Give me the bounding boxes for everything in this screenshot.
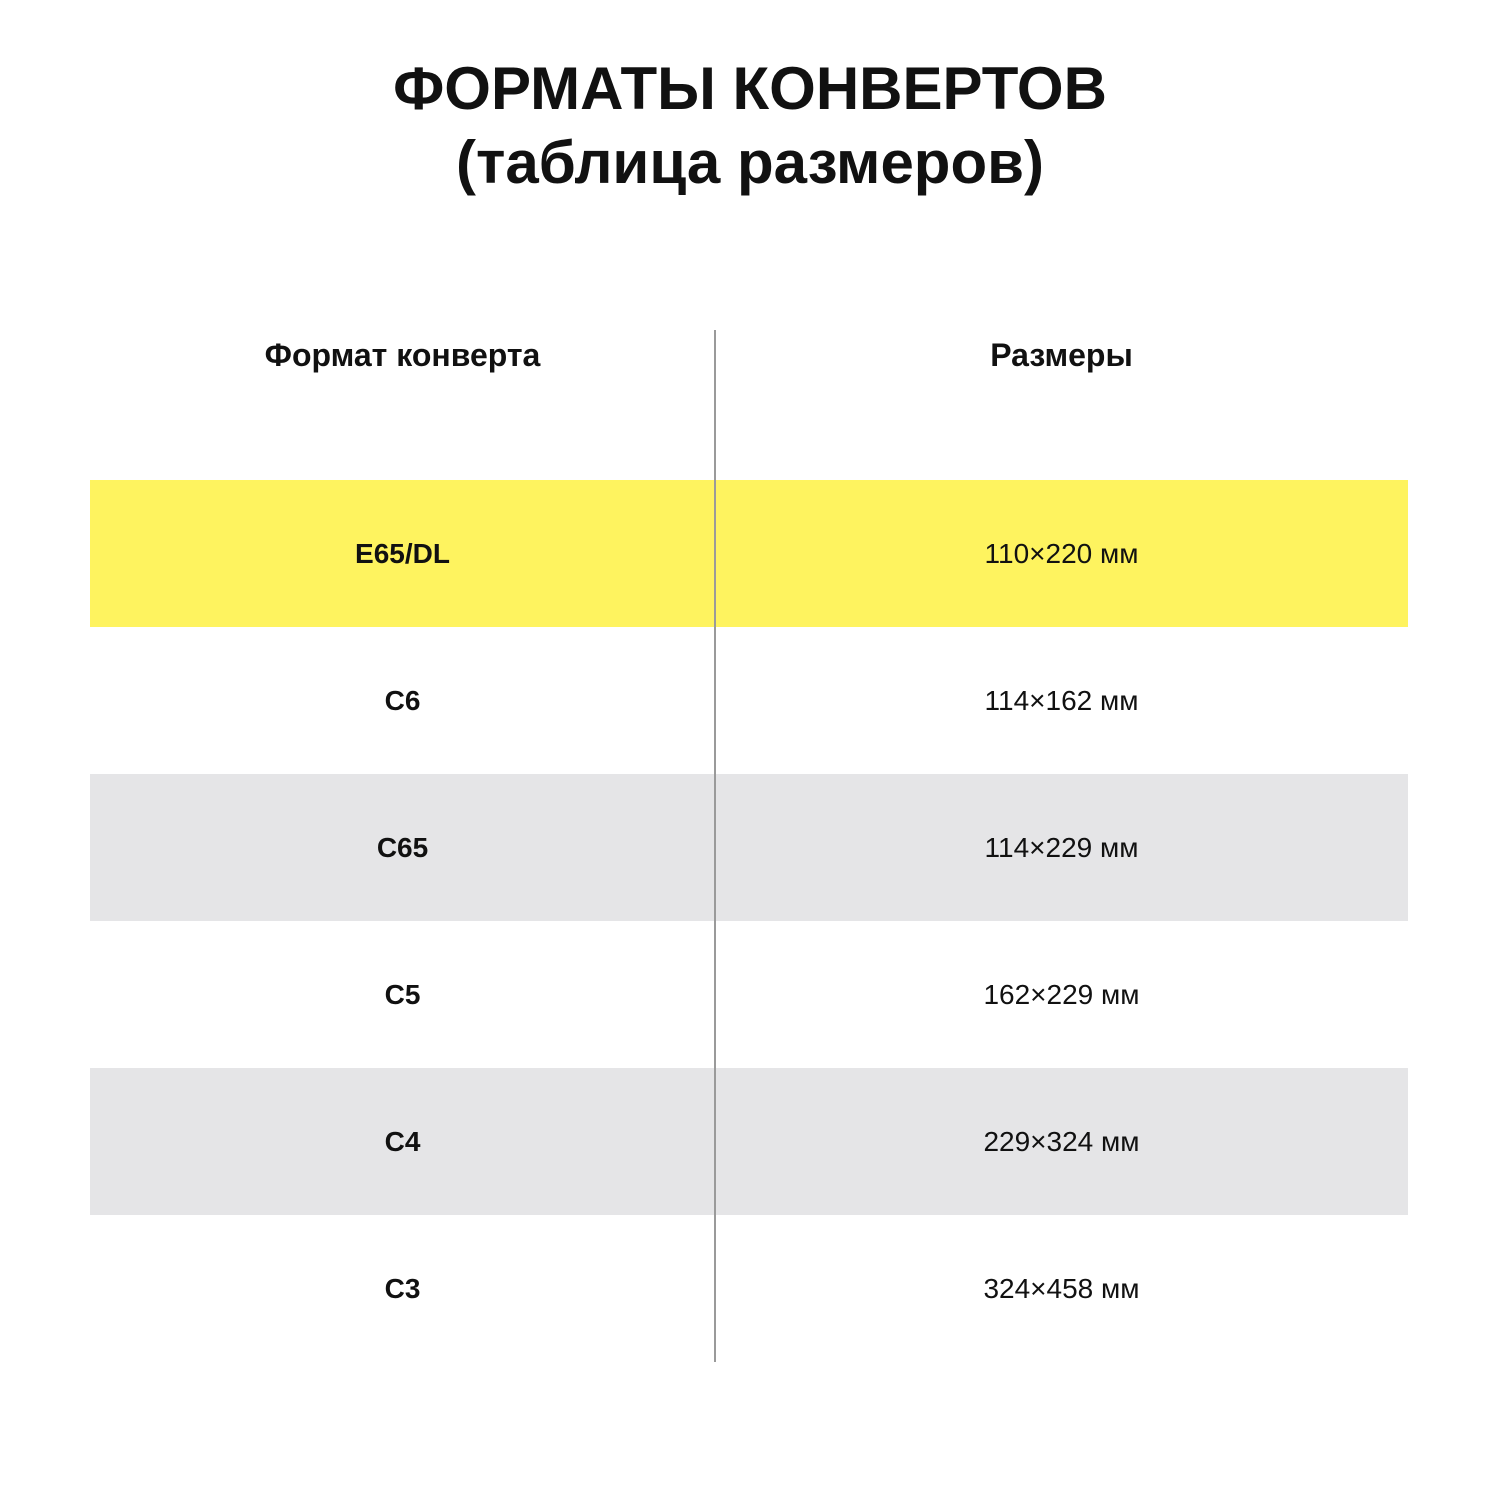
title-line-2: (таблица размеров)	[456, 129, 1044, 196]
size-cell: 229×324 мм	[983, 1126, 1140, 1157]
column-divider	[714, 330, 716, 1362]
table-row: C5 162×229 мм	[90, 921, 1408, 1068]
envelope-table: E65/DL 110×220 мм C6 114×162 мм C65 114×…	[90, 480, 1408, 1362]
size-cell: 114×229 мм	[984, 832, 1139, 863]
column-header-size: Размеры	[990, 337, 1133, 373]
format-cell: C3	[384, 1273, 421, 1304]
column-header-format: Формат конверта	[264, 337, 541, 373]
format-cell: C65	[376, 832, 429, 863]
page-title: ФОРМАТЫ КОНВЕРТОВ (таблица размеров)	[0, 52, 1500, 200]
size-cell: 114×162 мм	[984, 685, 1139, 716]
format-cell: C4	[384, 1126, 421, 1157]
table-row: C6 114×162 мм	[90, 627, 1408, 774]
table-row: C4 229×324 мм	[90, 1068, 1408, 1215]
title-line-1: ФОРМАТЫ КОНВЕРТОВ	[393, 55, 1107, 122]
table-row: E65/DL 110×220 мм	[90, 480, 1408, 627]
size-cell: 110×220 мм	[984, 538, 1139, 569]
format-cell: C5	[384, 979, 421, 1010]
table-row: C65 114×229 мм	[90, 774, 1408, 921]
size-cell: 162×229 мм	[983, 979, 1140, 1010]
format-cell: C6	[384, 685, 421, 716]
table-row: C3 324×458 мм	[90, 1215, 1408, 1362]
format-cell: E65/DL	[355, 538, 450, 569]
size-cell: 324×458 мм	[983, 1273, 1140, 1304]
